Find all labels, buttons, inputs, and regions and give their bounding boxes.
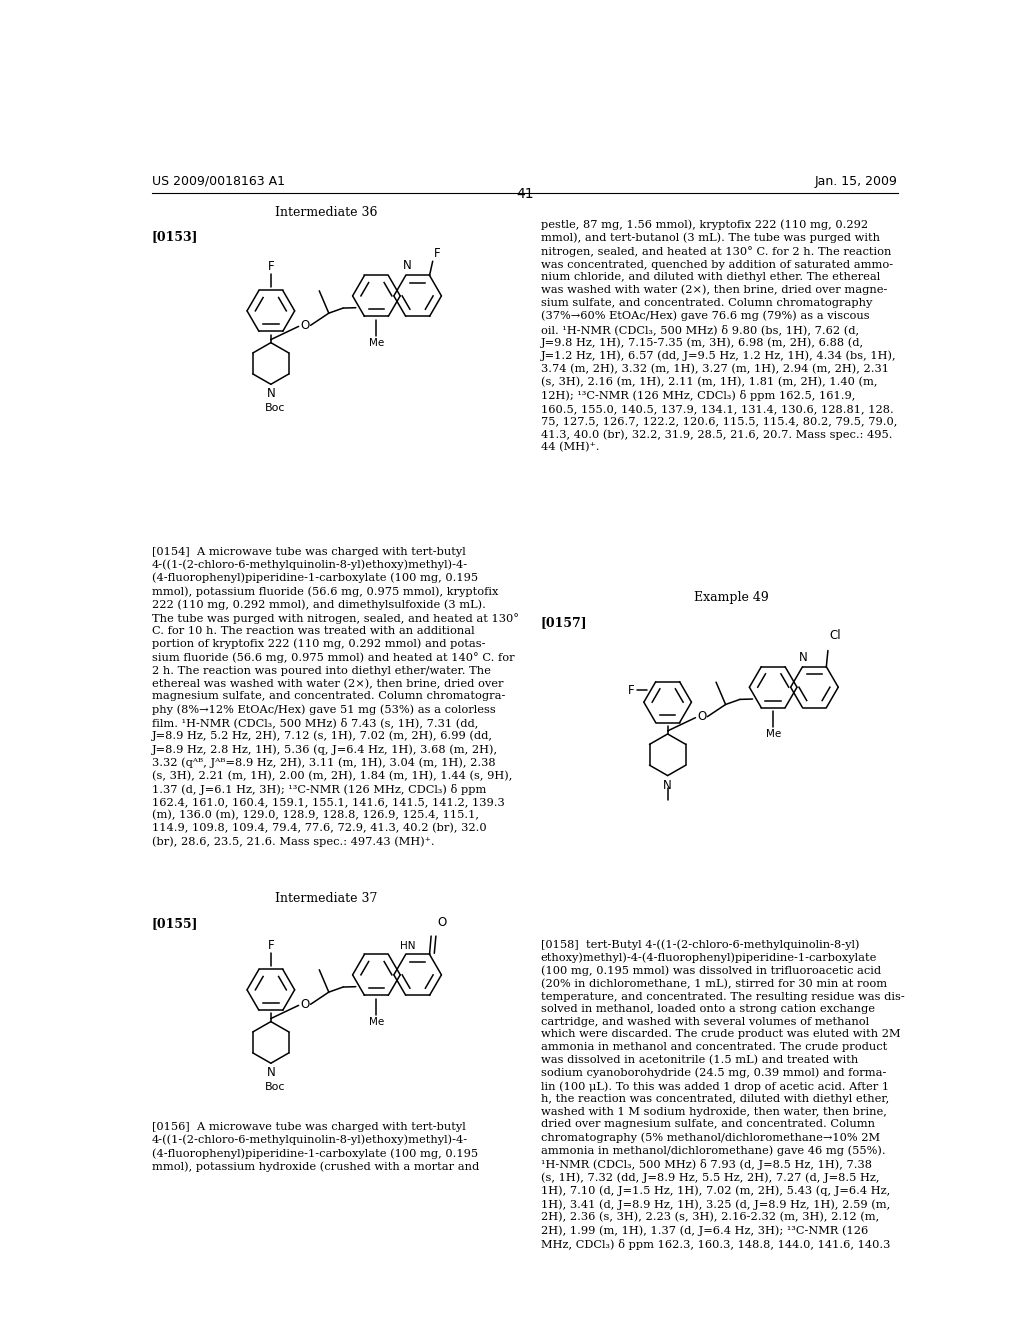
Text: Intermediate 37: Intermediate 37 <box>275 892 378 906</box>
Text: O: O <box>697 710 707 723</box>
Text: [0158]  tert-Butyl 4-((1-(2-chloro-6-methylquinolin-8-yl)
ethoxy)methyl)-4-(4-fl: [0158] tert-Butyl 4-((1-(2-chloro-6-meth… <box>541 939 904 1250</box>
Text: Boc: Boc <box>265 1081 286 1092</box>
Text: pestle, 87 mg, 1.56 mmol), kryptofix 222 (110 mg, 0.292
mmol), and tert-butanol : pestle, 87 mg, 1.56 mmol), kryptofix 222… <box>541 219 897 453</box>
Text: O: O <box>300 319 309 331</box>
Text: F: F <box>267 940 274 952</box>
Text: [0156]  A microwave tube was charged with tert-butyl
4-((1-(2-chloro-6-methylqui: [0156] A microwave tube was charged with… <box>152 1122 479 1172</box>
Text: 41: 41 <box>516 187 534 201</box>
Text: HN: HN <box>399 941 415 952</box>
Text: N: N <box>664 779 672 792</box>
Text: Cl: Cl <box>829 630 841 643</box>
Text: [0155]: [0155] <box>152 916 199 929</box>
Text: Jan. 15, 2009: Jan. 15, 2009 <box>815 174 898 187</box>
Text: Example 49: Example 49 <box>694 591 768 605</box>
Text: O: O <box>300 998 309 1011</box>
Text: [0157]: [0157] <box>541 615 588 628</box>
Text: F: F <box>434 247 441 260</box>
Text: Boc: Boc <box>265 403 286 413</box>
Text: F: F <box>628 684 634 697</box>
Text: Intermediate 36: Intermediate 36 <box>275 206 378 219</box>
Text: [0153]: [0153] <box>152 231 199 244</box>
Text: Me: Me <box>369 338 384 348</box>
Text: US 2009/0018163 A1: US 2009/0018163 A1 <box>152 174 285 187</box>
Text: N: N <box>266 1067 275 1080</box>
Text: Me: Me <box>766 729 781 739</box>
Text: [0154]  A microwave tube was charged with tert-butyl
4-((1-(2-chloro-6-methylqui: [0154] A microwave tube was charged with… <box>152 546 519 847</box>
Text: N: N <box>402 259 412 272</box>
Text: F: F <box>267 260 274 273</box>
Text: N: N <box>799 651 808 664</box>
Text: N: N <box>266 387 275 400</box>
Text: Me: Me <box>369 1016 384 1027</box>
Text: O: O <box>437 916 446 929</box>
